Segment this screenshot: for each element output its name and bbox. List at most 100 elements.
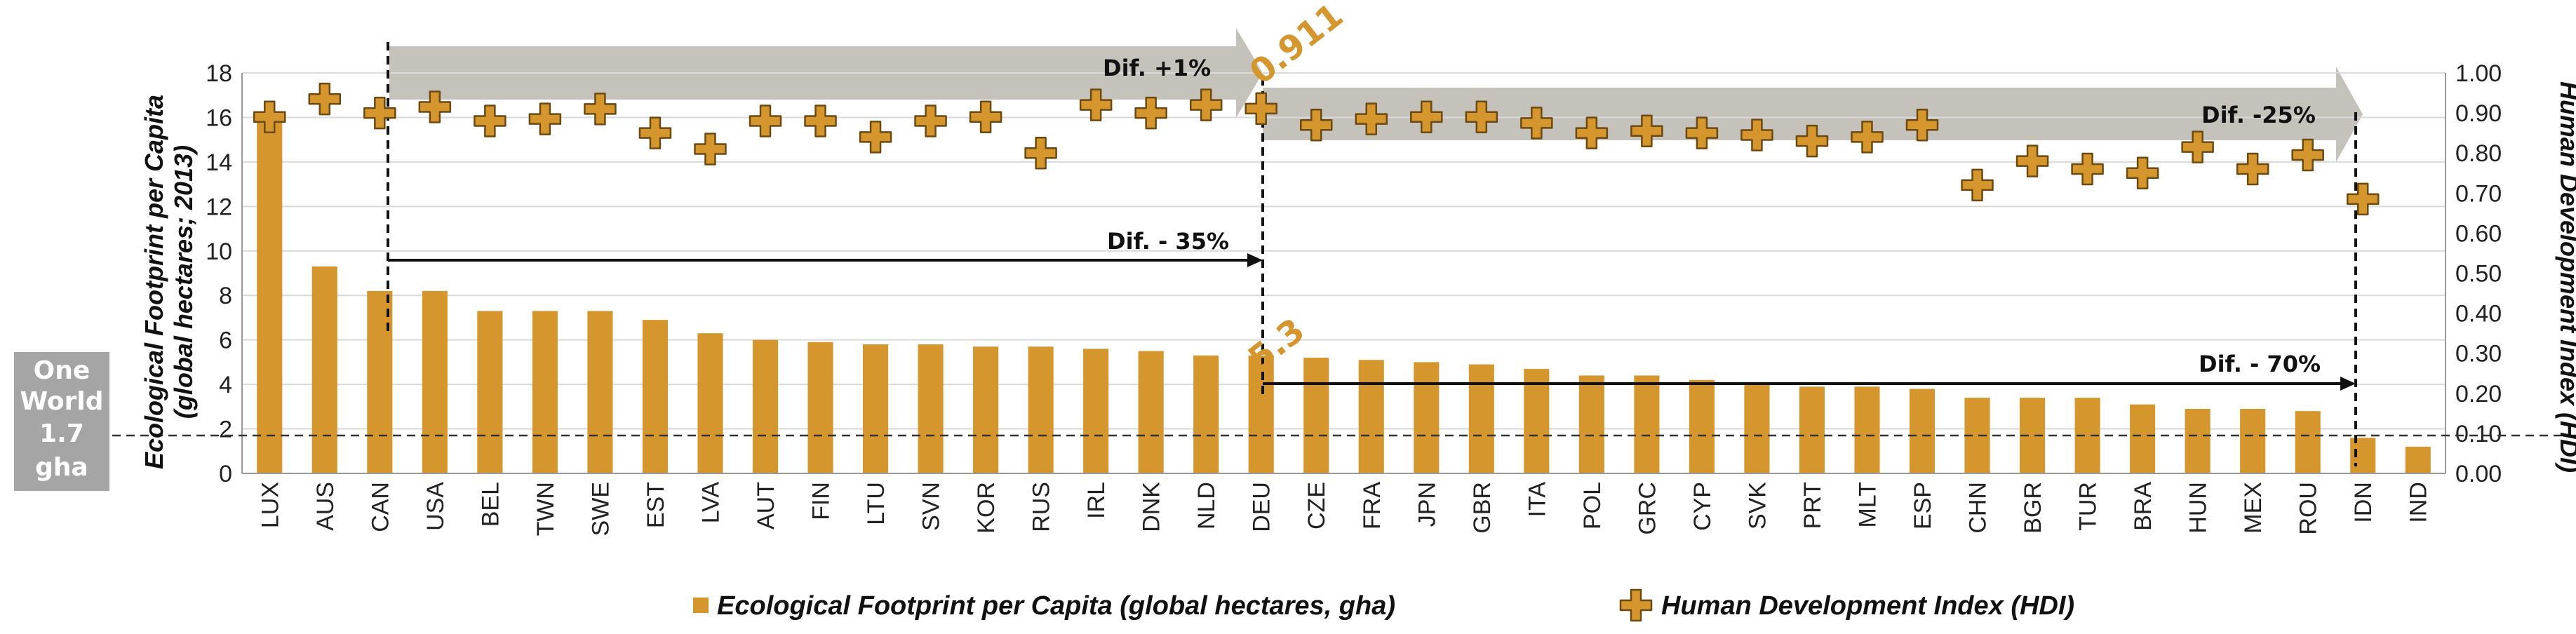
- left-tick-label: 10: [206, 238, 232, 265]
- category-label-lva: LVA: [697, 482, 724, 524]
- bar-swe: [587, 311, 613, 473]
- bar-fra: [1358, 360, 1384, 473]
- category-label-svn: SVN: [918, 482, 945, 531]
- bar-kor: [973, 346, 999, 473]
- category-label-gbr: GBR: [1469, 482, 1496, 534]
- hdi-marker-usa: [418, 90, 452, 123]
- category-label-ltu: LTU: [863, 482, 890, 525]
- right-tick-label: 0.60: [2455, 220, 2502, 247]
- category-label-nld: NLD: [1193, 482, 1220, 530]
- bar-twn: [532, 311, 558, 473]
- hdi-marker-aus: [308, 82, 342, 116]
- category-label-swe: SWE: [587, 482, 614, 536]
- hdi-marker-tur: [2071, 152, 2104, 186]
- bar-pol: [1578, 375, 1604, 473]
- hdi-marker-bel: [474, 104, 507, 137]
- bar-bra: [2130, 404, 2156, 473]
- bar-bel: [477, 311, 503, 473]
- bar-esp: [1909, 389, 1936, 473]
- one-world-line4: gha: [35, 453, 88, 482]
- hdi-marker-svn: [914, 104, 947, 137]
- bar-can: [367, 290, 393, 473]
- left-tick-label: 0: [219, 461, 232, 487]
- dif-mid-label: Dif. - 35%: [1107, 228, 1229, 255]
- hdi-marker-irl: [1079, 88, 1113, 121]
- bar-rou: [2295, 411, 2321, 473]
- hdi-marker-esp: [1905, 108, 1939, 142]
- hdi-marker-gbr: [1465, 100, 1498, 134]
- left-tick-label: 8: [219, 283, 232, 309]
- category-label-rou: ROU: [2295, 482, 2322, 535]
- legend-hdi-label: Human Development Index (HDI): [1661, 591, 2074, 621]
- left-tick-label: 2: [219, 417, 232, 443]
- right-tick-label: 0.10: [2455, 421, 2502, 447]
- hdi-marker-mex: [2236, 152, 2269, 186]
- category-label-mex: MEX: [2240, 482, 2267, 534]
- left-tick-label: 16: [206, 104, 232, 131]
- category-label-ita: ITA: [1524, 482, 1550, 518]
- bar-ltu: [862, 344, 889, 473]
- bar-ind: [2405, 446, 2431, 473]
- hdi-marker-fra: [1355, 102, 1388, 135]
- right-tick-label: 0.40: [2455, 301, 2502, 328]
- hdi-marker-cyp: [1685, 116, 1719, 149]
- right-axis-title: Human Development Index (HDI): [2555, 81, 2576, 473]
- bar-gbr: [1468, 364, 1494, 473]
- hdi-marker-rus: [1024, 136, 1057, 170]
- legend-bar-label: Ecological Footprint per Capita (global …: [717, 591, 1395, 621]
- category-label-cze: CZE: [1303, 482, 1330, 530]
- hdi-marker-est: [638, 116, 672, 149]
- hdi-series: [253, 82, 2380, 216]
- bar-rus: [1028, 346, 1054, 473]
- right-tick-label: 0.00: [2455, 461, 2502, 487]
- hdi-marker-prt: [1795, 124, 1829, 158]
- dif-mid-arrowhead: [1247, 253, 1263, 267]
- category-label-est: EST: [643, 482, 669, 528]
- left-tick-label: 6: [219, 328, 232, 354]
- bar-aus: [311, 266, 337, 473]
- bar-aut: [752, 339, 779, 473]
- hdi-marker-deu: [1245, 92, 1277, 126]
- right-tick-label: 0.80: [2455, 140, 2502, 167]
- hdi-marker-svk: [1740, 119, 1773, 151]
- bar-cze: [1303, 358, 1329, 473]
- hdi-marker-chn: [1961, 168, 1994, 202]
- category-label-fin: FIN: [808, 482, 835, 520]
- category-label-usa: USA: [422, 482, 449, 531]
- category-label-idn: IDN: [2350, 482, 2377, 523]
- category-label-prt: PRT: [1799, 482, 1826, 529]
- right-tick-label: 0.90: [2455, 100, 2502, 127]
- hdi-marker-ita: [1520, 107, 1553, 140]
- category-label-esp: ESP: [1910, 482, 1936, 530]
- left-axis-title-line1: Ecological Footprint per Capita: [140, 95, 168, 469]
- left-tick-label: 12: [206, 194, 232, 220]
- bar-nld: [1193, 355, 1219, 473]
- left-tick-label: 4: [219, 372, 232, 398]
- right-tick-label: 0.20: [2455, 381, 2502, 407]
- category-label-jpn: JPN: [1414, 482, 1440, 527]
- bar-mlt: [1854, 386, 1880, 473]
- deu-hdi-label: 0.911: [1242, 0, 1350, 92]
- hdi-marker-jpn: [1410, 100, 1443, 134]
- bar-cyp: [1689, 379, 1715, 473]
- left-tick-labels: 0 2 4 6 8 10 12 14 16 18: [206, 60, 232, 487]
- category-label-irl: IRL: [1083, 482, 1110, 519]
- bar-fin: [807, 342, 833, 473]
- category-label-chn: CHN: [1965, 482, 1992, 534]
- category-label-fra: FRA: [1359, 482, 1386, 530]
- bar-hun: [2185, 409, 2211, 473]
- hdi-marker-idn: [2346, 182, 2380, 216]
- bar-irl: [1083, 349, 1109, 473]
- hdi-marker-fin: [804, 104, 837, 137]
- category-label-dnk: DNK: [1139, 482, 1165, 532]
- category-label-lux: LUX: [257, 482, 283, 528]
- bar-series: [257, 121, 2431, 474]
- hdi-marker-nld: [1189, 88, 1223, 121]
- one-world-line2: World: [20, 387, 103, 416]
- bar-grc: [1634, 375, 1660, 473]
- category-label-ind: IND: [2406, 482, 2432, 523]
- category-label-can: CAN: [367, 482, 394, 532]
- bar-svk: [1744, 382, 1770, 473]
- hdi-marker-swe: [584, 93, 617, 126]
